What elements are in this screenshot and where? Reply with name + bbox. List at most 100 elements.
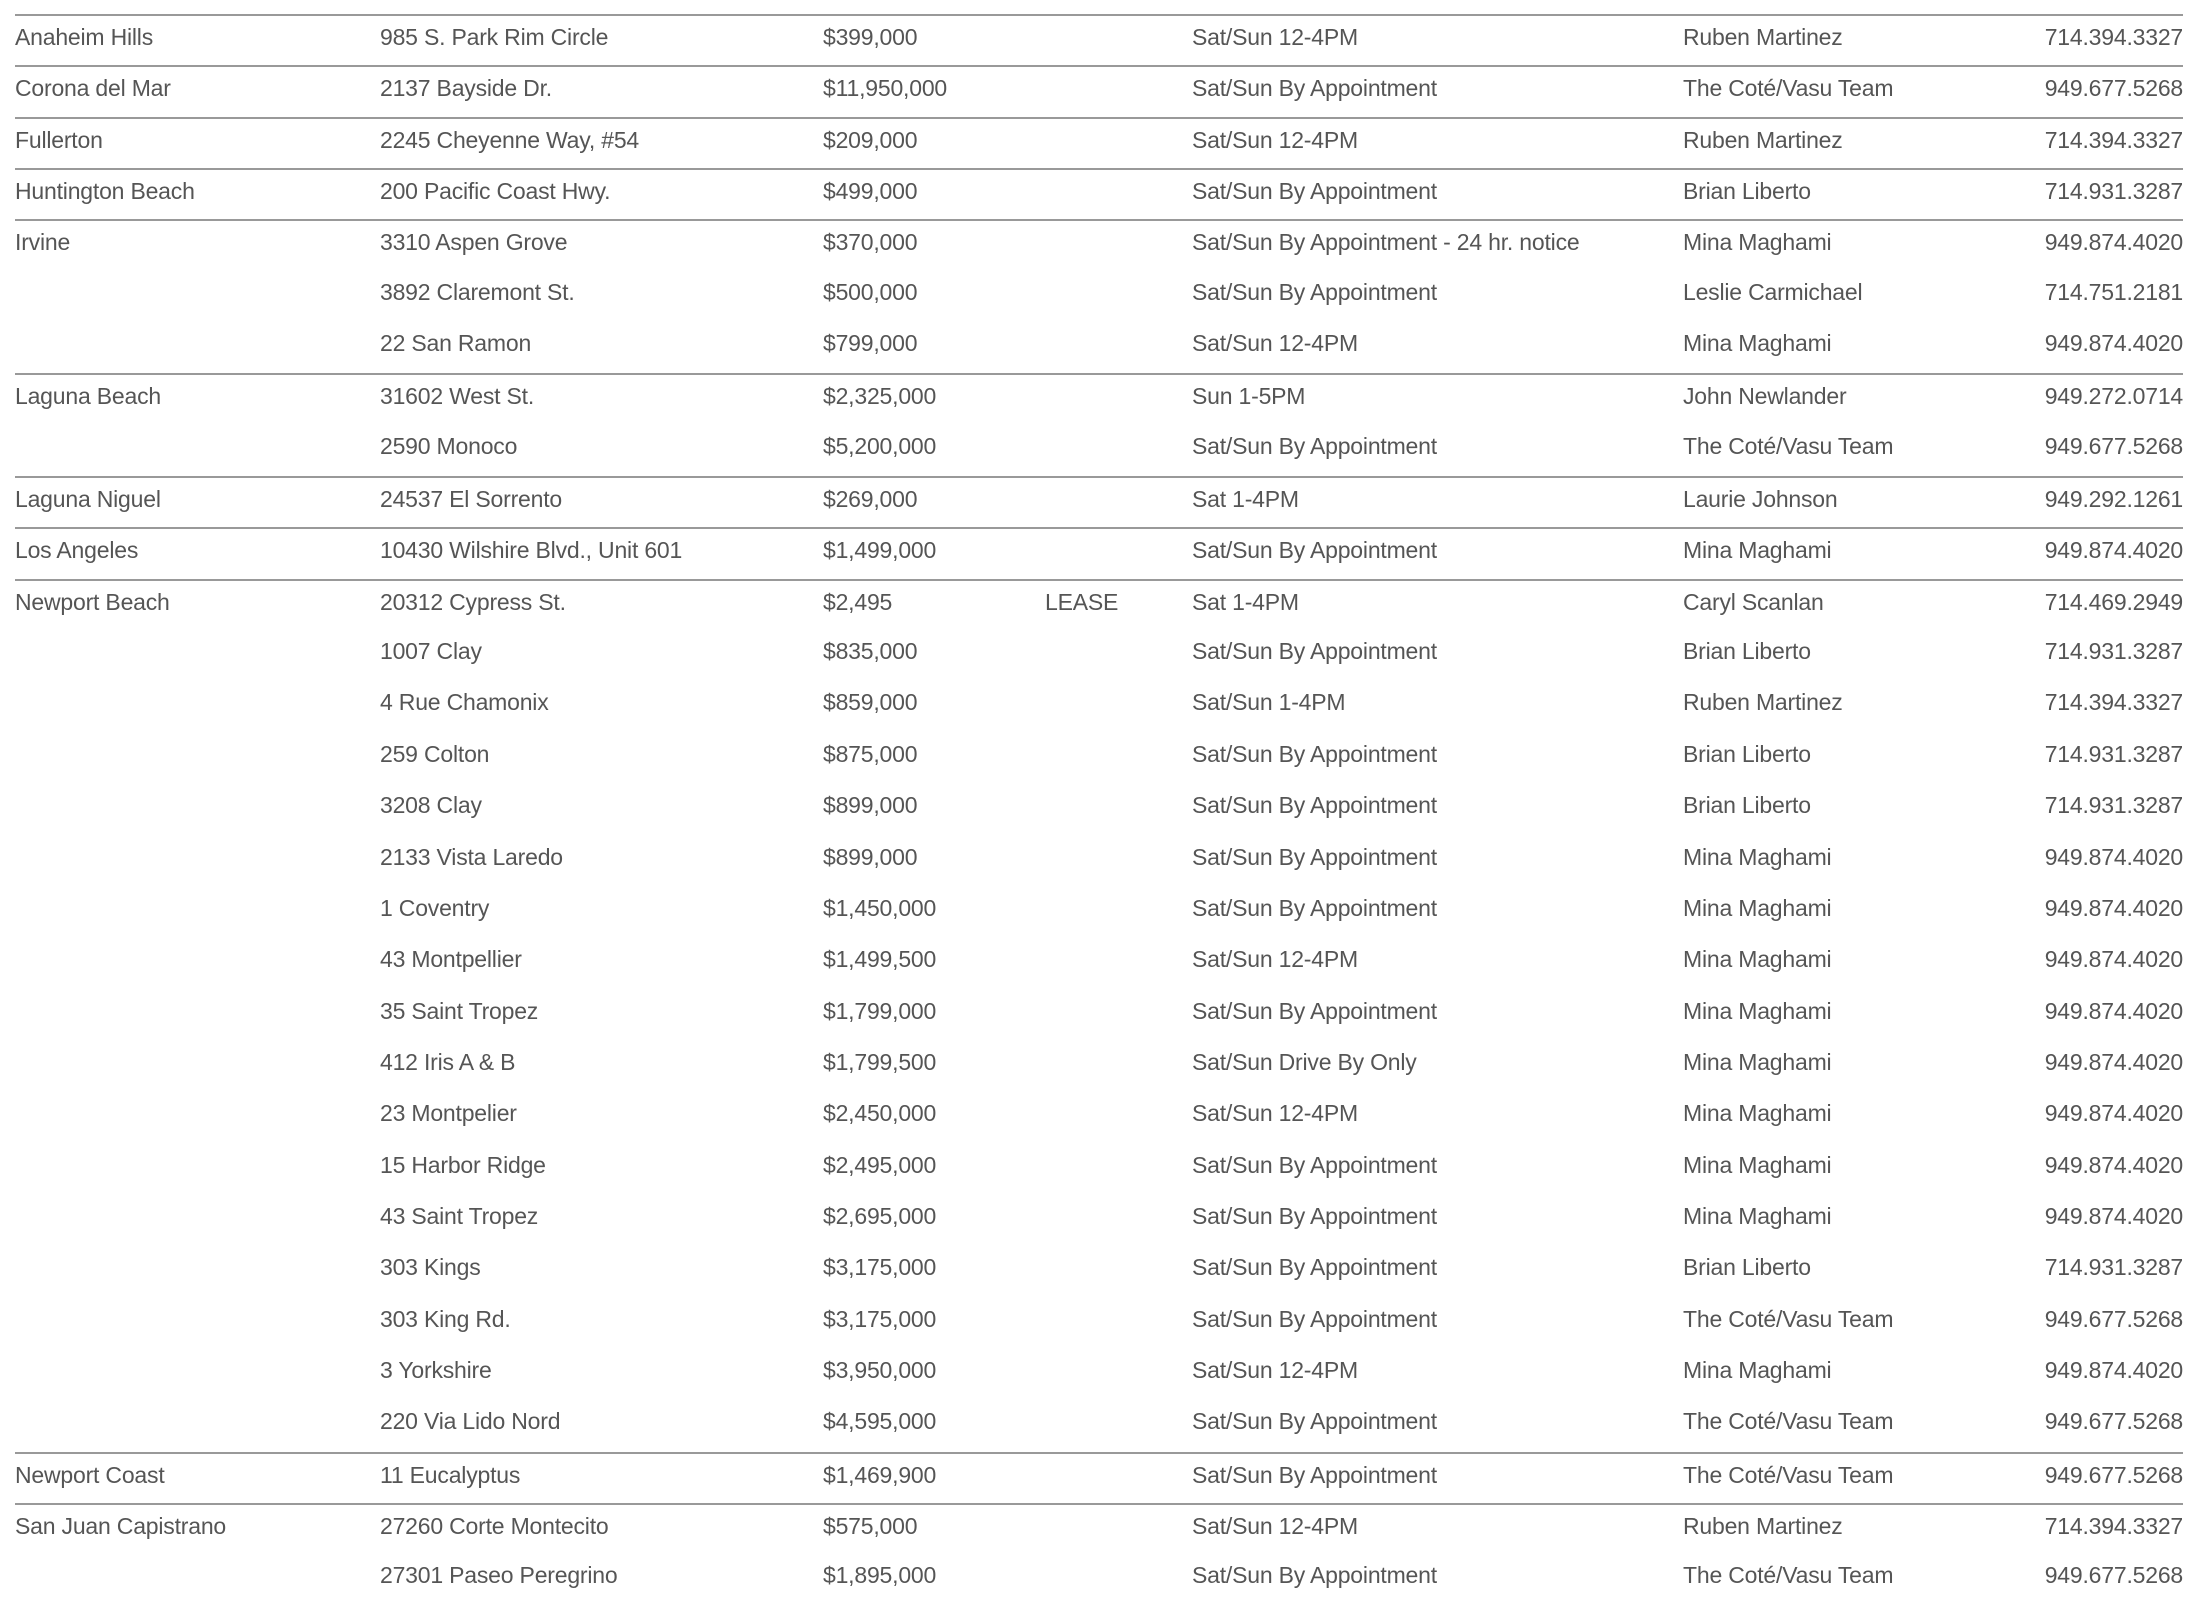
- open-house-time-cell: Sat/Sun 12-4PM: [1192, 126, 1358, 153]
- price-cell: $1,469,900: [823, 1461, 937, 1488]
- price-cell: $899,000: [823, 843, 918, 870]
- price-cell: $899,000: [823, 792, 918, 819]
- open-house-time-cell: Sat 1-4PM: [1192, 486, 1299, 513]
- agent-cell: Brian Liberto: [1683, 740, 1811, 767]
- lease-note-cell: LEASE: [1045, 588, 1119, 615]
- price-cell: $3,175,000: [823, 1305, 937, 1332]
- open-house-time-cell: Sat/Sun By Appointment: [1192, 1305, 1437, 1332]
- agent-cell: Mina Maghami: [1683, 537, 1832, 564]
- agent-cell: Mina Maghami: [1683, 330, 1832, 357]
- price-cell: $2,695,000: [823, 1202, 937, 1229]
- agent-cell: Mina Maghami: [1683, 1048, 1832, 1075]
- table-row: 4 Rue Chamonix $859,000 Sat/Sun 1-4PM Ruben…: [15, 681, 2183, 732]
- open-house-time-cell: Sun 1-5PM: [1192, 383, 1306, 410]
- agent-cell: The Coté/Vasu Team: [1683, 1562, 1894, 1589]
- address-cell: 303 King Rd.: [380, 1305, 511, 1332]
- address-cell: 27260 Corte Montecito: [380, 1512, 609, 1539]
- table-row: 3 Yorkshire $3,950,000 Sat/Sun 12-4PM Mina …: [15, 1349, 2183, 1400]
- table-row: 412 Iris A & B $1,799,500 Sat/Sun Drive By…: [15, 1041, 2183, 1092]
- phone-cell: 949.874.4020: [2044, 537, 2183, 564]
- table-row: Huntington Beach 200 Pacific Coast Hwy. $4…: [15, 168, 2183, 219]
- open-house-time-cell: Sat/Sun By Appointment: [1192, 638, 1437, 665]
- table-row: Laguna Beach 31602 West St. $2,325,000 Sun …: [15, 373, 2183, 424]
- open-house-time-cell: Sat/Sun By Appointment: [1192, 178, 1437, 205]
- table-row: 43 Saint Tropez $2,695,000 Sat/Sun By Appo…: [15, 1195, 2183, 1246]
- address-cell: 2590 Monoco: [380, 432, 518, 459]
- agent-cell: Brian Liberto: [1683, 792, 1811, 819]
- city-cell: Corona del Mar: [15, 75, 171, 102]
- table-row: 23 Montpelier $2,450,000 Sat/Sun 12-4PM Min…: [15, 1092, 2183, 1143]
- address-cell: 15 Harbor Ridge: [380, 1151, 546, 1178]
- open-house-time-cell: Sat/Sun By Appointment: [1192, 1202, 1437, 1229]
- open-house-time-cell: Sat/Sun By Appointment: [1192, 1151, 1437, 1178]
- price-cell: $575,000: [823, 1512, 918, 1539]
- agent-cell: Caryl Scanlan: [1683, 588, 1824, 615]
- phone-cell: 714.931.3287: [2044, 1254, 2183, 1281]
- phone-cell: 714.931.3287: [2044, 740, 2183, 767]
- table-row: Newport Coast 11 Eucalyptus $1,469,900 Sat/…: [15, 1451, 2183, 1503]
- agent-cell: Mina Maghami: [1683, 843, 1832, 870]
- price-cell: $859,000: [823, 689, 918, 716]
- open-house-time-cell: Sat/Sun 1-4PM: [1192, 689, 1346, 716]
- phone-cell: 949.874.4020: [2044, 997, 2183, 1024]
- table-row: 220 Via Lido Nord $4,595,000 Sat/Sun By Ap…: [15, 1400, 2183, 1451]
- price-cell: $875,000: [823, 740, 918, 767]
- address-cell: 303 Kings: [380, 1254, 481, 1281]
- phone-cell: 949.874.4020: [2044, 946, 2183, 973]
- open-house-time-cell: Sat/Sun By Appointment: [1192, 740, 1437, 767]
- agent-cell: Ruben Martinez: [1683, 24, 1843, 50]
- phone-cell: 949.874.4020: [2044, 229, 2183, 256]
- agent-cell: Mina Maghami: [1683, 894, 1832, 921]
- open-house-time-cell: Sat/Sun By Appointment: [1192, 1562, 1437, 1589]
- table-row: 2590 Monoco $5,200,000 Sat/Sun By Appointm…: [15, 425, 2183, 476]
- open-house-time-cell: Sat/Sun By Appointment: [1192, 75, 1437, 102]
- address-cell: 10430 Wilshire Blvd., Unit 601: [380, 537, 683, 564]
- address-cell: 24537 El Sorrento: [380, 486, 563, 513]
- table-row: 1007 Clay $835,000 Sat/Sun By Appointment B…: [15, 630, 2183, 681]
- city-cell: San Juan Capistrano: [15, 1512, 227, 1539]
- phone-cell: 714.469.2949: [2044, 588, 2183, 615]
- agent-cell: The Coté/Vasu Team: [1683, 1461, 1894, 1488]
- address-cell: 31602 West St.: [380, 383, 535, 410]
- address-cell: 2245 Cheyenne Way, #54: [380, 126, 639, 153]
- open-house-time-cell: Sat/Sun By Appointment: [1192, 792, 1437, 819]
- price-cell: $1,450,000: [823, 894, 937, 921]
- agent-cell: Mina Maghami: [1683, 229, 1832, 256]
- phone-cell: 949.272.0714: [2044, 383, 2183, 410]
- open-house-listings-table: Anaheim Hills 985 S. Park Rim Circle $399,…: [15, 14, 2183, 1606]
- agent-cell: Mina Maghami: [1683, 1356, 1832, 1383]
- city-cell: Newport Beach: [15, 588, 170, 615]
- address-cell: 1 Coventry: [380, 894, 490, 921]
- address-cell: 23 Montpelier: [380, 1100, 517, 1127]
- table-row: Fullerton 2245 Cheyenne Way, #54 $209,000 S…: [15, 116, 2183, 168]
- phone-cell: 714.931.3287: [2044, 792, 2183, 819]
- address-cell: 4 Rue Chamonix: [380, 689, 549, 716]
- city-cell: Laguna Beach: [15, 383, 161, 410]
- price-cell: $209,000: [823, 126, 918, 153]
- open-house-time-cell: Sat/Sun By Appointment: [1192, 537, 1437, 564]
- agent-cell: The Coté/Vasu Team: [1683, 75, 1894, 102]
- phone-cell: 714.394.3327: [2044, 126, 2183, 153]
- table-row: 3892 Claremont St. $500,000 Sat/Sun By App…: [15, 271, 2183, 322]
- address-cell: 22 San Ramon: [380, 330, 532, 357]
- phone-cell: 714.394.3327: [2044, 24, 2183, 50]
- open-house-time-cell: Sat/Sun By Appointment: [1192, 1254, 1437, 1281]
- agent-cell: The Coté/Vasu Team: [1683, 1408, 1894, 1435]
- agent-cell: Mina Maghami: [1683, 1202, 1832, 1229]
- city-cell: Irvine: [15, 229, 71, 256]
- phone-cell: 949.677.5268: [2044, 1305, 2183, 1332]
- price-cell: $835,000: [823, 638, 918, 665]
- agent-cell: Leslie Carmichael: [1683, 278, 1863, 305]
- address-cell: 3 Yorkshire: [380, 1356, 492, 1383]
- city-cell: Los Angeles: [15, 537, 139, 564]
- address-cell: 2137 Bayside Dr.: [380, 75, 552, 102]
- open-house-time-cell: Sat/Sun By Appointment: [1192, 1461, 1437, 1488]
- address-cell: 27301 Paseo Peregrino: [380, 1562, 618, 1589]
- price-cell: $3,175,000: [823, 1254, 937, 1281]
- open-house-time-cell: Sat/Sun By Appointment: [1192, 894, 1437, 921]
- price-cell: $399,000: [823, 24, 918, 50]
- table-row: 15 Harbor Ridge $2,495,000 Sat/Sun By Appo…: [15, 1144, 2183, 1195]
- open-house-time-cell: Sat/Sun 12-4PM: [1192, 330, 1358, 357]
- table-row: San Juan Capistrano 27260 Corte Montecito…: [15, 1502, 2183, 1554]
- address-cell: 1007 Clay: [380, 638, 482, 665]
